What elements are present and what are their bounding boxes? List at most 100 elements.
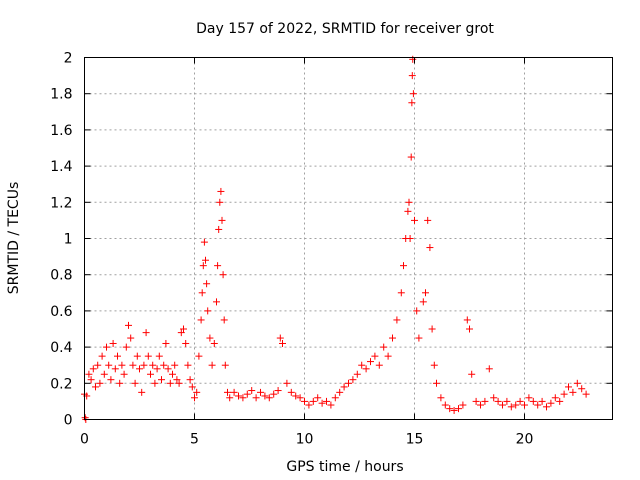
data-point (426, 244, 434, 252)
data-point (301, 397, 308, 405)
data-point (188, 383, 196, 391)
grid-layer (84, 57, 613, 420)
y-tick-label: 1.8 (50, 87, 72, 103)
data-point (494, 397, 502, 405)
data-point (92, 383, 99, 391)
data-point (389, 334, 396, 342)
data-point (243, 390, 251, 398)
data-point (162, 339, 170, 347)
data-point (213, 298, 220, 306)
data-point (217, 187, 225, 195)
data-point (109, 339, 117, 347)
y-tick-label: 1 (64, 232, 73, 248)
data-point (235, 392, 242, 400)
data-point (430, 361, 438, 369)
data-point (409, 90, 417, 98)
data-point (516, 397, 524, 405)
y-tick-label: 0.6 (50, 304, 72, 320)
data-point (202, 256, 209, 264)
data-point (87, 376, 95, 384)
data-point (547, 399, 555, 407)
data-point (349, 376, 357, 384)
data-point (127, 334, 135, 342)
data-point (466, 325, 473, 333)
data-point (477, 401, 484, 409)
data-point (582, 390, 590, 398)
data-point (292, 392, 300, 400)
y-axis-label: SRMTID / TECUs (6, 182, 22, 295)
data-point (224, 388, 231, 396)
data-point (459, 401, 467, 409)
data-point (131, 379, 139, 387)
data-point (166, 379, 174, 387)
data-point (94, 361, 102, 369)
data-point (186, 376, 194, 384)
data-point (120, 370, 128, 378)
data-point (218, 216, 226, 224)
data-point (409, 55, 417, 63)
data-point (358, 361, 366, 369)
data-point (446, 405, 454, 413)
data-point (173, 376, 181, 384)
data-point (111, 365, 119, 373)
data-point (485, 365, 493, 373)
data-point (226, 394, 234, 402)
data-point (151, 379, 159, 387)
data-point (177, 329, 185, 337)
data-point (248, 387, 256, 395)
data-point (404, 207, 412, 215)
data-point (140, 361, 148, 369)
data-point (481, 397, 489, 405)
data-point (543, 403, 550, 411)
data-point (122, 343, 130, 351)
data-point (314, 394, 322, 402)
data-point (85, 370, 93, 378)
data-point (521, 401, 528, 409)
data-point (158, 376, 165, 384)
data-point (560, 390, 568, 398)
data-point (569, 388, 577, 396)
chart-title: Day 157 of 2022, SRMTID for receiver gro… (196, 21, 494, 37)
data-point (210, 339, 218, 347)
data-point (507, 403, 515, 411)
data-point (573, 379, 581, 387)
data-point (214, 262, 222, 270)
data-point (175, 379, 183, 387)
x-tick-label: 5 (190, 432, 199, 448)
data-point (424, 216, 432, 224)
data-point (455, 405, 462, 413)
data-point (305, 401, 313, 409)
data-point (327, 401, 335, 409)
data-point (331, 394, 339, 402)
data-point (323, 397, 330, 405)
data-point (193, 388, 201, 396)
data-point (411, 216, 418, 224)
data-point (208, 361, 216, 369)
data-point (405, 198, 413, 206)
data-point (472, 397, 480, 405)
y-tick-label: 2 (64, 51, 73, 67)
y-tick-label: 0 (64, 413, 73, 429)
data-point (169, 370, 176, 378)
x-tick-label: 0 (80, 432, 89, 448)
data-point (160, 361, 168, 369)
data-point (265, 394, 273, 402)
data-point (287, 388, 295, 396)
data-point (239, 394, 247, 402)
data-point (144, 352, 152, 360)
data-point (203, 280, 211, 288)
x-tick-label: 10 (296, 432, 314, 448)
x-tick-label: 20 (516, 432, 534, 448)
data-point (191, 394, 198, 402)
data-point (199, 262, 207, 270)
data-point (184, 361, 192, 369)
data-point (164, 365, 172, 373)
data-point (270, 390, 278, 398)
data-point (415, 334, 423, 342)
data-point (133, 352, 141, 360)
data-point (408, 99, 416, 107)
data-point (180, 325, 187, 333)
data-point (149, 361, 157, 369)
data-point (283, 379, 291, 387)
